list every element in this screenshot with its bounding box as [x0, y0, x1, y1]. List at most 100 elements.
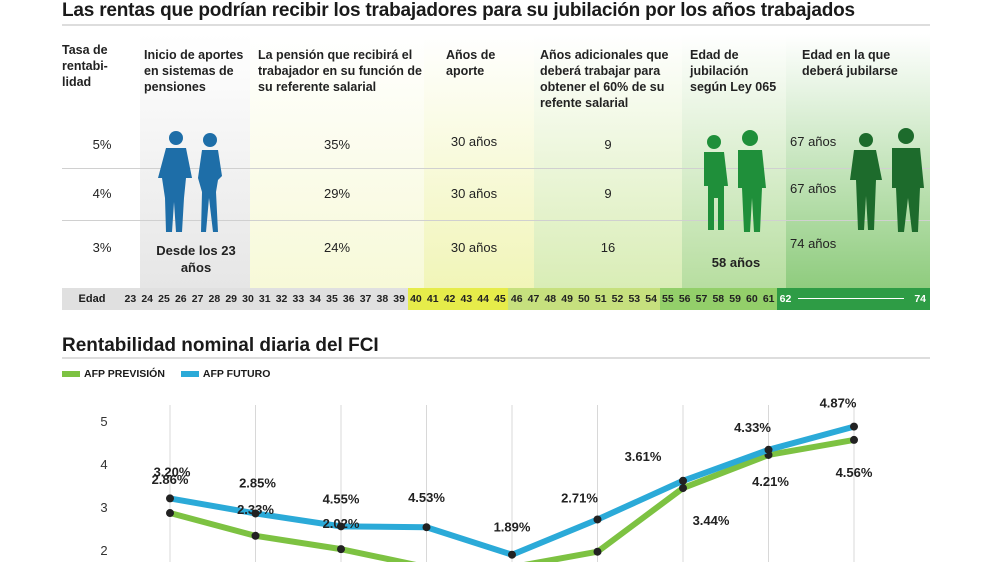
age-cell: 47 — [525, 288, 542, 310]
chart-title: Rentabilidad nominal diaria del FCI — [62, 335, 379, 356]
age-cell: 53 — [625, 288, 643, 310]
legend-item-prevision: AFP PREVISIÓN — [62, 368, 165, 380]
data-label: 2.33% — [237, 502, 274, 517]
data-label: 4.21% — [752, 474, 789, 489]
data-label: 3.44% — [693, 513, 730, 528]
title-divider — [62, 24, 930, 26]
age-cell: 31 — [256, 288, 274, 310]
data-label: 2.85% — [239, 475, 276, 490]
data-point — [679, 484, 687, 493]
y-tick-label: 3 — [100, 500, 107, 515]
y-tick-label: 2 — [100, 543, 107, 558]
retire-5: 67 años — [790, 134, 837, 149]
data-point — [764, 445, 773, 454]
age-cell: 39 — [390, 288, 408, 310]
additional-4: 9 — [604, 186, 612, 201]
age-cell: 32 — [273, 288, 290, 310]
age-cell: 49 — [558, 288, 576, 310]
age-cell: 60 — [743, 288, 761, 310]
col-additional — [534, 34, 682, 288]
age-cell: 30 — [239, 288, 257, 310]
data-label: 2.86% — [152, 472, 189, 487]
data-label: 4.33% — [734, 420, 771, 435]
age-timeline-label: Edad — [62, 288, 122, 310]
data-point — [850, 422, 858, 431]
header-start: Inicio de aportes en sistemas de pension… — [144, 48, 244, 94]
workers-silhouette-icon — [158, 131, 222, 232]
data-label: 3.61% — [625, 449, 662, 464]
row-divider — [62, 168, 930, 169]
data-point — [337, 545, 345, 554]
data-point — [850, 435, 858, 444]
data-point — [251, 531, 260, 540]
header-pension: La pensión que recibirá el trabajador en… — [258, 48, 422, 94]
data-label: 4.53% — [408, 490, 445, 505]
data-point — [251, 509, 260, 518]
pension-5: 35% — [323, 137, 351, 152]
row-divider — [62, 220, 930, 221]
age-cell: 51 — [592, 288, 610, 310]
elderly-silhouette-icon — [850, 128, 924, 232]
additional-3: 16 — [600, 240, 616, 255]
age-timeline: Edad 23 24 25 26 27 28 29 30 31 32 33 34 35 36 37 38 39 4… — [62, 288, 930, 310]
age-cell: 37 — [357, 288, 374, 310]
header-rate: Tasa de rentabi- lidad — [62, 43, 108, 89]
start-age-label: Desde los 23 años — [156, 243, 236, 275]
data-label: 3.20% — [154, 464, 191, 479]
pension-4: 29% — [323, 186, 351, 201]
retire-4: 67 años — [790, 181, 837, 196]
age-cell: 43 — [457, 288, 475, 310]
data-point — [593, 547, 602, 556]
data-point — [337, 522, 345, 531]
infographic-title: Las rentas que podrían recibir los traba… — [62, 0, 855, 21]
legend-label: AFP PREVISIÓN — [84, 368, 165, 380]
age-cell: 40 — [407, 288, 425, 310]
retirees-silhouette-icon — [704, 130, 766, 232]
age-cell: 59 — [726, 288, 744, 310]
data-label: 4.56% — [836, 465, 873, 480]
age-cell: 46 — [508, 288, 526, 310]
chart-title-divider — [62, 357, 930, 359]
col-pension — [250, 34, 424, 288]
header-additional: Años adicionales que deberá trabajar par… — [540, 48, 669, 110]
age-cell: 44 — [474, 288, 492, 310]
years-5: 30 años — [450, 134, 498, 149]
law-age-label: 58 años — [711, 255, 761, 270]
age-cell: 42 — [441, 288, 458, 310]
age-cell: 23 — [122, 288, 139, 310]
age-cell: 29 — [222, 288, 240, 310]
header-years: Años de aporte — [446, 48, 496, 78]
legend-swatch — [62, 371, 80, 378]
col-start — [140, 34, 250, 288]
chart-legend: AFP PREVISIÓN AFP FUTURO — [62, 368, 270, 380]
data-label: 2.71% — [561, 490, 598, 505]
rate-3: 3% — [92, 240, 112, 255]
age-range-arrow: 74 — [793, 288, 930, 310]
rate-4: 4% — [92, 186, 112, 201]
y-tick-label: 4 — [100, 457, 107, 472]
data-point — [593, 515, 602, 524]
age-cell: 33 — [289, 288, 307, 310]
col-law — [682, 34, 786, 288]
age-cell: 36 — [340, 288, 358, 310]
age-cell: 56 — [676, 288, 694, 310]
legend-item-futuro: AFP FUTURO — [180, 368, 271, 380]
age-cell: 57 — [693, 288, 710, 310]
age-cell: 48 — [541, 288, 559, 310]
col-years — [424, 34, 534, 288]
col-rate — [62, 34, 140, 288]
age-cell: 54 — [642, 288, 660, 310]
data-point — [166, 494, 174, 503]
age-cell: 25 — [155, 288, 173, 310]
rate-5: 5% — [92, 137, 112, 152]
header-law: Edad de jubilación según Ley 065 — [690, 48, 777, 94]
age-cell: 28 — [205, 288, 223, 310]
retire-3: 74 años — [790, 236, 837, 251]
age-end: 74 — [914, 293, 926, 305]
pension-3: 24% — [323, 240, 351, 255]
data-point — [508, 550, 516, 559]
legend-swatch — [180, 371, 199, 378]
age-cell: 50 — [575, 288, 593, 310]
age-cell: 34 — [306, 288, 324, 310]
legend-label: AFP FUTURO — [202, 368, 271, 380]
